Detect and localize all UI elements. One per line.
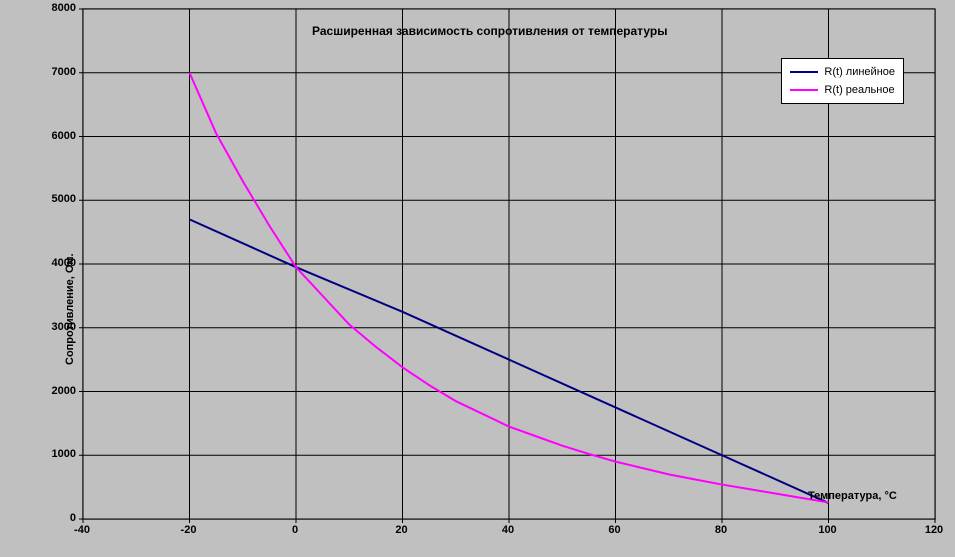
y-tick-label: 4000 (42, 257, 76, 269)
legend-item: R(t) реальное (790, 81, 895, 99)
y-tick-label: 0 (42, 512, 76, 524)
y-tick-label: 6000 (42, 130, 76, 142)
legend: R(t) линейное R(t) реальное (781, 58, 904, 104)
x-tick-label: 0 (292, 524, 298, 536)
legend-label: R(t) линейное (824, 66, 895, 78)
x-tick-label: -40 (74, 524, 90, 536)
x-tick-label: 120 (925, 524, 943, 536)
chart-title: Расширенная зависимость сопротивления от… (312, 24, 667, 38)
y-tick-label: 8000 (42, 2, 76, 14)
chart-container: Расширенная зависимость сопротивления от… (0, 0, 955, 557)
x-tick-label: 80 (715, 524, 727, 536)
y-tick-label: 7000 (42, 66, 76, 78)
legend-label: R(t) реальное (824, 84, 894, 96)
x-tick-label: 40 (502, 524, 514, 536)
x-axis-label: Температура, °С (808, 490, 897, 502)
x-tick-label: 100 (818, 524, 836, 536)
x-tick-label: -20 (181, 524, 197, 536)
y-tick-label: 3000 (42, 321, 76, 333)
y-tick-label: 2000 (42, 385, 76, 397)
y-tick-label: 5000 (42, 193, 76, 205)
y-tick-label: 1000 (42, 448, 76, 460)
y-axis-label: Сопротивление, Ом. (64, 253, 76, 365)
legend-item: R(t) линейное (790, 63, 895, 81)
legend-swatch (790, 71, 818, 73)
x-tick-label: 20 (395, 524, 407, 536)
legend-swatch (790, 89, 818, 91)
x-tick-label: 60 (608, 524, 620, 536)
